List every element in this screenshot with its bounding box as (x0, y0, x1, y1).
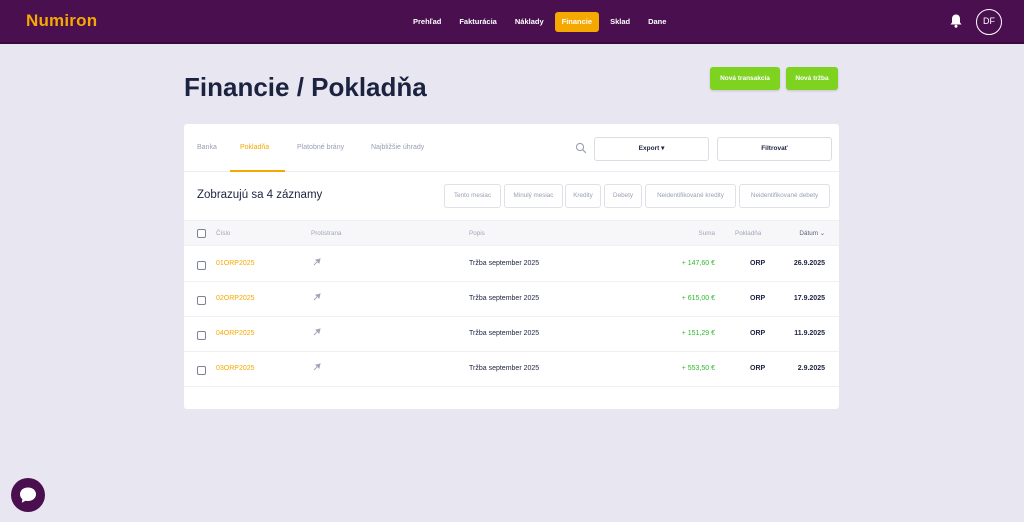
row-date: 26.9.2025 (793, 260, 825, 267)
filter-button[interactable]: Filtrovať (717, 137, 832, 161)
tab-najblizsie-uhrady[interactable]: Najbližšie úhrady (371, 144, 425, 151)
row-date: 11.9.2025 (794, 330, 825, 337)
row-date: 2.9.2025 (797, 365, 825, 372)
top-navbar: Numiron Prehľad Fakturácia Náklady Finan… (0, 0, 1024, 44)
row-description: Tržba september 2025 (469, 365, 540, 372)
row-checkbox[interactable] (197, 331, 206, 340)
new-sale-button[interactable]: Nová tržba (786, 67, 838, 90)
filter-chip-debits[interactable]: Debety (604, 184, 642, 208)
chat-widget-button[interactable] (11, 478, 45, 512)
search-icon[interactable] (575, 142, 587, 154)
nav-item-prehlad[interactable]: Prehľad (413, 17, 442, 26)
nav-item-sklad[interactable]: Sklad (610, 17, 631, 26)
row-register: ORP (750, 365, 766, 372)
cash-register-card: Banka Pokladňa Platobné brány Najbližšie… (184, 124, 839, 409)
row-register: ORP (750, 260, 766, 267)
col-amount[interactable]: Suma (698, 230, 715, 237)
row-checkbox[interactable] (197, 261, 206, 270)
active-tab-indicator (230, 170, 285, 172)
col-description[interactable]: Popis (469, 230, 485, 237)
table-row[interactable]: 02ORP2025 Tržba september 2025 + 615,00 … (184, 282, 839, 317)
pin-icon[interactable] (313, 328, 321, 336)
row-number[interactable]: 01ORP2025 (216, 260, 255, 267)
nav-item-fakturacia[interactable]: Fakturácia (459, 17, 497, 26)
col-number[interactable]: Číslo (216, 230, 231, 237)
row-register: ORP (750, 295, 766, 302)
row-number[interactable]: 03ORP2025 (216, 365, 255, 372)
filter-chip-unidentified-debits[interactable]: Neidentifikované debety (739, 184, 830, 208)
select-all-checkbox[interactable] (197, 229, 206, 238)
new-transaction-button[interactable]: Nová transakcia (710, 67, 780, 90)
filter-chip-last-month[interactable]: Minulý mesiac (504, 184, 563, 208)
row-checkbox[interactable] (197, 366, 206, 375)
nav-item-financie[interactable]: Financie (554, 12, 600, 32)
row-register: ORP (750, 330, 766, 337)
pin-icon[interactable] (313, 258, 321, 266)
row-description: Tržba september 2025 (469, 260, 540, 267)
export-button[interactable]: Export ▾ (594, 137, 709, 161)
record-count: Zobrazujú sa 4 záznamy (197, 189, 323, 201)
main-nav: Prehľad Fakturácia Náklady Financie Skla… (406, 12, 677, 32)
table-header: Číslo Protistrana Popis Suma Pokladňa Dá… (184, 220, 839, 246)
user-avatar[interactable]: DF (976, 9, 1002, 35)
chat-icon (20, 487, 36, 503)
row-description: Tržba september 2025 (469, 295, 540, 302)
col-date[interactable]: Dátum ⌄ (799, 230, 825, 237)
col-counterparty[interactable]: Protistrana (311, 230, 342, 237)
tab-platobne-brany[interactable]: Platobné brány (297, 144, 345, 151)
row-amount: + 151,29 € (681, 330, 715, 337)
row-number[interactable]: 04ORP2025 (216, 330, 255, 337)
tab-pokladna[interactable]: Pokladňa (240, 144, 270, 151)
table-row[interactable]: 04ORP2025 Tržba september 2025 + 151,29 … (184, 317, 839, 352)
tab-banka[interactable]: Banka (197, 144, 217, 151)
filter-chip-unidentified-credits[interactable]: Neidentifikované kredity (645, 184, 736, 208)
row-date: 17.9.2025 (793, 295, 825, 302)
finance-tabs: Banka Pokladňa Platobné brány Najbližšie… (184, 124, 839, 172)
table-row[interactable]: 01ORP2025 Tržba september 2025 + 147,60 … (184, 247, 839, 282)
pin-icon[interactable] (313, 293, 321, 301)
app-logo[interactable]: Numiron (26, 11, 98, 30)
pin-icon[interactable] (313, 363, 321, 371)
row-amount: + 553,50 € (681, 365, 715, 372)
row-checkbox[interactable] (197, 296, 206, 305)
nav-item-naklady[interactable]: Náklady (514, 17, 544, 26)
filter-chip-this-month[interactable]: Tento mesiac (444, 184, 501, 208)
row-description: Tržba september 2025 (469, 330, 540, 337)
filter-chip-credits[interactable]: Kredity (565, 184, 601, 208)
page-title: Financie / Pokladňa (184, 72, 427, 102)
bell-icon[interactable] (949, 13, 963, 29)
row-amount: + 147,60 € (681, 260, 715, 267)
col-register[interactable]: Pokladňa (735, 230, 762, 237)
row-amount: + 615,00 € (681, 295, 715, 302)
nav-item-dane[interactable]: Dane (648, 17, 667, 26)
table-row[interactable]: 03ORP2025 Tržba september 2025 + 553,50 … (184, 352, 839, 387)
row-number[interactable]: 02ORP2025 (216, 295, 255, 302)
